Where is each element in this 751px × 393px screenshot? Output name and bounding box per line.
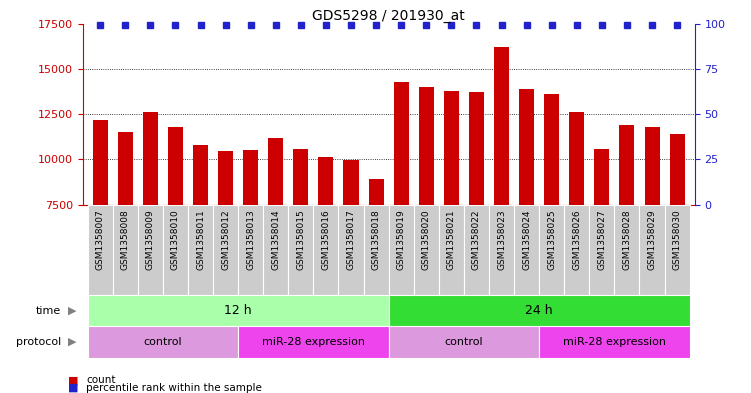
Bar bbox=[88, 327, 238, 358]
Bar bbox=[193, 145, 208, 205]
Bar bbox=[318, 157, 333, 205]
Bar bbox=[313, 205, 339, 296]
Bar bbox=[88, 205, 113, 296]
Text: GSM1358016: GSM1358016 bbox=[321, 209, 330, 270]
Bar bbox=[539, 327, 689, 358]
Text: GSM1358028: GSM1358028 bbox=[623, 209, 632, 270]
Text: GSM1358025: GSM1358025 bbox=[547, 209, 556, 270]
Bar bbox=[640, 205, 665, 296]
Text: GSM1358007: GSM1358007 bbox=[95, 209, 104, 270]
Text: control: control bbox=[143, 337, 182, 347]
Bar bbox=[343, 160, 358, 205]
Text: GSM1358013: GSM1358013 bbox=[246, 209, 255, 270]
Bar bbox=[389, 296, 689, 327]
Text: GSM1358027: GSM1358027 bbox=[597, 209, 606, 270]
Bar bbox=[238, 205, 263, 296]
Bar bbox=[369, 179, 384, 205]
Text: percentile rank within the sample: percentile rank within the sample bbox=[86, 383, 262, 393]
Bar bbox=[288, 205, 313, 296]
Text: GSM1358015: GSM1358015 bbox=[297, 209, 306, 270]
Bar bbox=[469, 92, 484, 205]
Bar bbox=[665, 205, 689, 296]
Bar bbox=[389, 327, 539, 358]
Bar bbox=[88, 296, 389, 327]
Bar bbox=[444, 91, 459, 205]
Bar bbox=[439, 205, 464, 296]
Bar bbox=[494, 47, 509, 205]
Text: 12 h: 12 h bbox=[225, 305, 252, 318]
Bar bbox=[294, 149, 309, 205]
Bar bbox=[238, 327, 389, 358]
Text: GSM1358012: GSM1358012 bbox=[221, 209, 230, 270]
Text: control: control bbox=[445, 337, 483, 347]
Bar bbox=[644, 127, 659, 205]
Bar bbox=[539, 205, 564, 296]
Text: protocol: protocol bbox=[16, 337, 61, 347]
Text: GSM1358009: GSM1358009 bbox=[146, 209, 155, 270]
Bar bbox=[489, 205, 514, 296]
Bar bbox=[363, 205, 389, 296]
Bar bbox=[594, 149, 609, 205]
Bar bbox=[419, 87, 434, 205]
Bar bbox=[168, 127, 183, 205]
Bar bbox=[268, 138, 283, 205]
Text: GSM1358014: GSM1358014 bbox=[271, 209, 280, 270]
Bar bbox=[389, 205, 414, 296]
Text: GSM1358019: GSM1358019 bbox=[397, 209, 406, 270]
Bar bbox=[590, 205, 614, 296]
Text: GSM1358010: GSM1358010 bbox=[171, 209, 180, 270]
Text: GSM1358029: GSM1358029 bbox=[647, 209, 656, 270]
Bar bbox=[143, 112, 158, 205]
Text: GSM1358022: GSM1358022 bbox=[472, 209, 481, 270]
Title: GDS5298 / 201930_at: GDS5298 / 201930_at bbox=[312, 9, 465, 22]
Text: ■: ■ bbox=[68, 375, 78, 385]
Bar bbox=[394, 82, 409, 205]
Bar bbox=[519, 89, 534, 205]
Bar bbox=[514, 205, 539, 296]
Bar bbox=[569, 112, 584, 205]
Bar bbox=[118, 132, 133, 205]
Text: miR-28 expression: miR-28 expression bbox=[563, 337, 666, 347]
Text: GSM1358021: GSM1358021 bbox=[447, 209, 456, 270]
Text: GSM1358020: GSM1358020 bbox=[422, 209, 431, 270]
Text: miR-28 expression: miR-28 expression bbox=[262, 337, 365, 347]
Text: GSM1358011: GSM1358011 bbox=[196, 209, 205, 270]
Bar bbox=[414, 205, 439, 296]
Bar bbox=[113, 205, 137, 296]
Bar bbox=[339, 205, 363, 296]
Bar bbox=[564, 205, 590, 296]
Bar bbox=[243, 151, 258, 205]
Text: GSM1358026: GSM1358026 bbox=[572, 209, 581, 270]
Text: GSM1358024: GSM1358024 bbox=[522, 209, 531, 270]
Bar bbox=[670, 134, 685, 205]
Text: ▶: ▶ bbox=[68, 306, 77, 316]
Text: GSM1358030: GSM1358030 bbox=[673, 209, 682, 270]
Bar bbox=[163, 205, 188, 296]
Bar bbox=[614, 205, 640, 296]
Text: ▶: ▶ bbox=[68, 337, 77, 347]
Text: GSM1358008: GSM1358008 bbox=[121, 209, 130, 270]
Bar bbox=[218, 151, 233, 205]
Text: GSM1358023: GSM1358023 bbox=[497, 209, 506, 270]
Text: 24 h: 24 h bbox=[526, 305, 553, 318]
Text: ■: ■ bbox=[68, 383, 78, 393]
Bar bbox=[213, 205, 238, 296]
Text: time: time bbox=[36, 306, 61, 316]
Bar bbox=[188, 205, 213, 296]
Bar bbox=[544, 94, 559, 205]
Text: GSM1358017: GSM1358017 bbox=[346, 209, 355, 270]
Bar bbox=[620, 125, 635, 205]
Text: GSM1358018: GSM1358018 bbox=[372, 209, 381, 270]
Bar bbox=[92, 119, 107, 205]
Bar bbox=[263, 205, 288, 296]
Bar bbox=[137, 205, 163, 296]
Text: count: count bbox=[86, 375, 116, 385]
Bar bbox=[464, 205, 489, 296]
